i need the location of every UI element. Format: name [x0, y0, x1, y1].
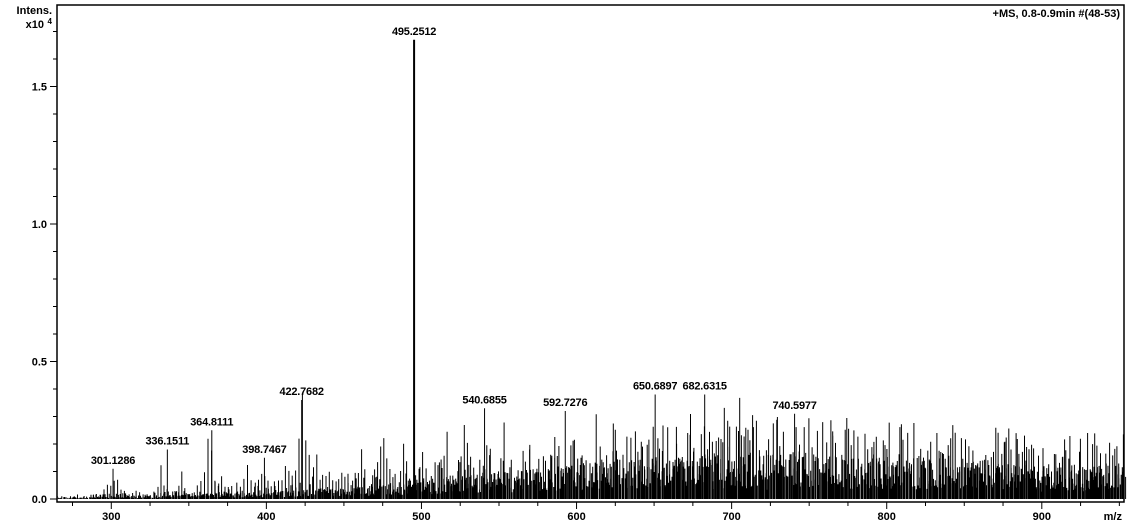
y-axis-unit-exponent: 4	[48, 17, 53, 26]
x-tick-label: 300	[102, 511, 120, 523]
y-axis-title: Intens.	[17, 5, 52, 17]
x-axis-unit-label: m/z	[1104, 511, 1123, 523]
x-axis-ticks: 300 400 500 600 700 800 900	[72, 502, 1120, 523]
peak-label: 422.7682	[280, 386, 324, 398]
x-tick-label: 800	[878, 511, 896, 523]
y-tick-label: 0.5	[32, 357, 47, 369]
peak-label: 336.1511	[146, 436, 190, 448]
y-axis-unit-prefix: x10	[26, 19, 44, 31]
peak-label: 398.7467	[242, 444, 286, 456]
peak-label: 650.6897	[633, 381, 677, 393]
plot-frame	[56, 4, 1125, 503]
x-tick-label: 500	[412, 511, 430, 523]
scan-info-label: +MS, 0.8-0.9min #(48-53)	[993, 8, 1121, 20]
x-tick-label: 600	[567, 511, 585, 523]
y-tick-label: 1.0	[32, 219, 47, 231]
x-tick-label: 400	[257, 511, 275, 523]
peak-label: 495.2512	[392, 26, 436, 38]
x-tick-label: 900	[1033, 511, 1051, 523]
peak-label: 364.8111	[190, 416, 233, 428]
y-tick-label: 0.0	[32, 494, 47, 506]
peak-label: 540.6855	[462, 394, 506, 406]
y-axis-ticks: 0.0 0.5 1.0 1.5	[32, 31, 57, 506]
spectrum-path	[56, 393, 1127, 499]
peak-label: 682.6315	[683, 381, 727, 393]
spectrum-traces	[56, 39, 1127, 499]
peak-label: 740.5977	[772, 400, 816, 412]
peak-label: 301.1286	[91, 455, 135, 467]
x-tick-label: 700	[722, 511, 740, 523]
peak-label: 592.7276	[543, 397, 587, 409]
y-tick-label: 1.5	[32, 82, 47, 94]
